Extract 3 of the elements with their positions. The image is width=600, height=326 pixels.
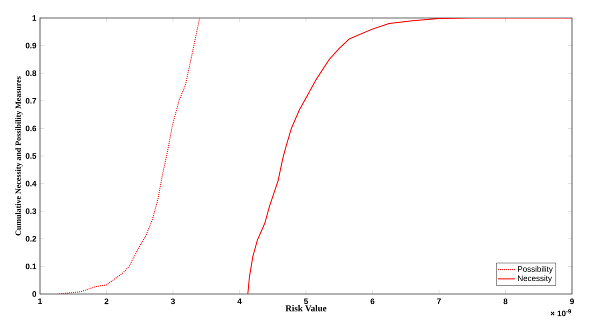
- line-series: [56, 18, 200, 294]
- x-axis-title: Risk Value: [286, 305, 326, 312]
- line-series: [247, 18, 572, 294]
